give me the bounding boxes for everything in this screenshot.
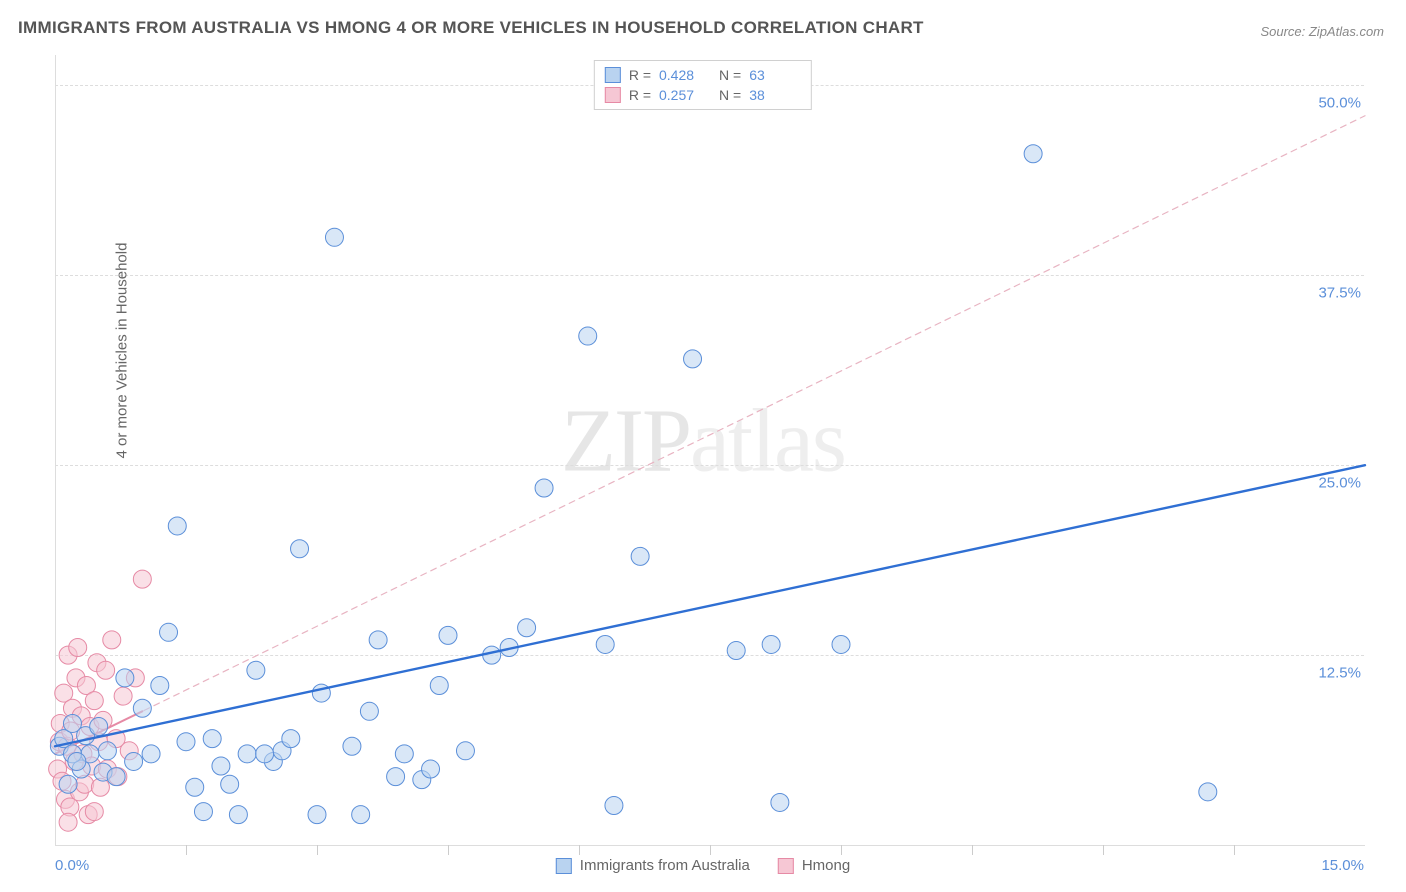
data-point (59, 775, 77, 793)
data-point (125, 752, 143, 770)
data-point (439, 626, 457, 644)
data-point (107, 768, 125, 786)
legend-swatch-b (605, 87, 621, 103)
data-point (631, 547, 649, 565)
x-tick-label: 0.0% (55, 857, 89, 874)
data-point (177, 733, 195, 751)
data-point (160, 623, 178, 641)
data-point (1024, 145, 1042, 163)
data-point (194, 803, 212, 821)
data-point (90, 718, 108, 736)
data-point (168, 517, 186, 535)
data-point (771, 793, 789, 811)
legend-item: Hmong (778, 857, 850, 874)
data-point (116, 669, 134, 687)
data-point (535, 479, 553, 497)
data-point (832, 635, 850, 653)
data-point (596, 635, 614, 653)
data-point (238, 745, 256, 763)
x-tick-label: 15.0% (1321, 857, 1364, 874)
data-point (97, 661, 115, 679)
series-legend: Immigrants from Australia Hmong (556, 857, 850, 874)
legend-item: Immigrants from Australia (556, 857, 750, 874)
data-point (203, 730, 221, 748)
data-point (59, 813, 77, 831)
data-point (456, 742, 474, 760)
data-point (727, 642, 745, 660)
data-point (518, 619, 536, 637)
stats-legend: R = 0.428 N = 63 R = 0.257 N = 38 (594, 60, 812, 110)
data-point (114, 687, 132, 705)
data-point (221, 775, 239, 793)
data-point (579, 327, 597, 345)
data-point (85, 692, 103, 710)
data-point (69, 639, 87, 657)
data-point (1199, 783, 1217, 801)
data-point (343, 737, 361, 755)
data-point (256, 745, 274, 763)
data-point (352, 806, 370, 824)
data-point (142, 745, 160, 763)
data-point (98, 742, 116, 760)
data-point (186, 778, 204, 796)
data-point (68, 752, 86, 770)
data-point (762, 635, 780, 653)
legend-swatch-a (605, 67, 621, 83)
data-point (325, 228, 343, 246)
data-point (133, 699, 151, 717)
data-point (430, 676, 448, 694)
data-point (247, 661, 265, 679)
data-point (133, 570, 151, 588)
chart-title: IMMIGRANTS FROM AUSTRALIA VS HMONG 4 OR … (18, 18, 924, 38)
legend-swatch-a (556, 858, 572, 874)
data-point (151, 676, 169, 694)
data-point (212, 757, 230, 775)
stats-legend-row: R = 0.428 N = 63 (605, 65, 801, 85)
data-point (387, 768, 405, 786)
correlation-scatter-chart: IMMIGRANTS FROM AUSTRALIA VS HMONG 4 OR … (0, 0, 1406, 892)
source-attribution: Source: ZipAtlas.com (1260, 24, 1384, 39)
data-point (422, 760, 440, 778)
data-point (85, 803, 103, 821)
data-point (282, 730, 300, 748)
stats-legend-row: R = 0.257 N = 38 (605, 85, 801, 105)
data-point (103, 631, 121, 649)
data-point (229, 806, 247, 824)
data-point (605, 797, 623, 815)
data-point (291, 540, 309, 558)
legend-swatch-b (778, 858, 794, 874)
data-point (369, 631, 387, 649)
data-point (360, 702, 378, 720)
plot-area (55, 55, 1365, 845)
data-point (308, 806, 326, 824)
data-point (395, 745, 413, 763)
data-point (684, 350, 702, 368)
